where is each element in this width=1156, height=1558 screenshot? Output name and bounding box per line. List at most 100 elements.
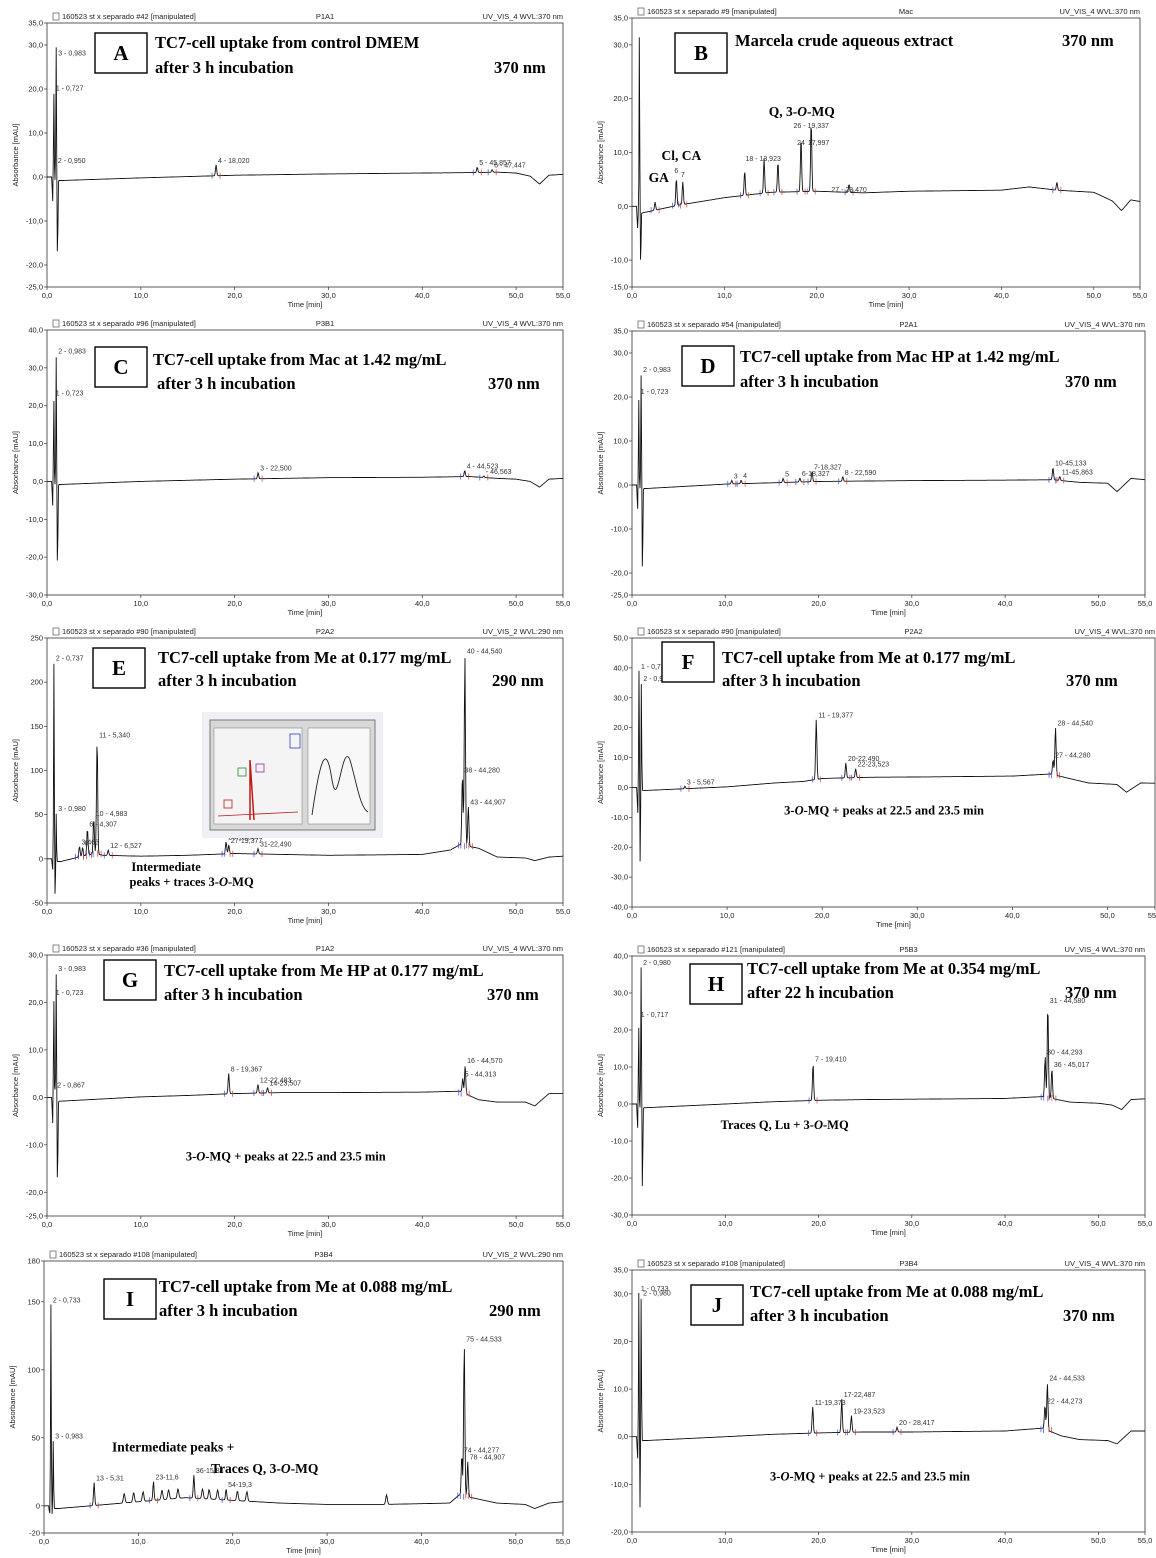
peak-label: 26 - 19,337 [793, 123, 829, 130]
x-tick-label: 0,0 [627, 599, 637, 608]
y-tick-label: 30,0 [613, 40, 628, 49]
y-tick-label: -25,0 [611, 591, 628, 600]
y-tick-label: 40,0 [613, 663, 628, 672]
peak-label: 28 - 44,540 [1058, 720, 1094, 727]
x-axis-label: Time [min] [288, 608, 323, 617]
peak-label: 11-19,373 [815, 1400, 846, 1407]
x-tick-label: 50,0 [509, 1220, 524, 1229]
x-tick-label: 50,0 [509, 907, 524, 916]
chart-panel-g: 160523 st x separado #36 [manipulated] P1… [11, 944, 570, 1238]
peak-label: 1 - 0,733 [641, 664, 669, 671]
peak-label: 20-22,490 [848, 756, 880, 763]
panel-letter: H [708, 972, 724, 996]
x-axis-label: Time [min] [869, 300, 904, 309]
chromatogram-trace [632, 967, 1146, 1187]
y-tick-label: 30,0 [28, 363, 43, 372]
x-tick-label: 20,0 [227, 599, 242, 608]
y-tick-label: 20,0 [613, 393, 628, 402]
y-tick-label: 20,0 [28, 998, 43, 1007]
y-tick-label: 10,0 [28, 1045, 43, 1054]
panel-title-line: after 3 h incubation [157, 374, 296, 393]
peak-label: 27 - 44,280 [1055, 753, 1091, 760]
y-axis-label: Absorbance [mAU] [596, 741, 605, 804]
panel-letter: A [113, 41, 129, 65]
y-axis-label: Absorbance [mAU] [596, 432, 605, 495]
y-axis-label: Absorbance [mAU] [11, 1054, 20, 1117]
x-axis-label: Time [min] [876, 920, 911, 929]
y-tick-label: 50 [32, 1433, 40, 1442]
chart-panel-a: 160523 st x separado #42 [manipulated] P1… [11, 12, 570, 309]
peak-label: 24 - 44,533 [1049, 1376, 1085, 1383]
peak-label: 2 - 0,733 [53, 1298, 81, 1305]
peak-label: 3 - 0,983 [58, 966, 86, 973]
header-channel: UV_VIS_4 WVL:370 nm [483, 12, 563, 21]
header-channel: UV_VIS_4 WVL:370 nm [1065, 320, 1145, 329]
peak-label: 24 [797, 140, 805, 147]
peak-label: 5 - 45,857 [479, 160, 511, 167]
peak-label: 10 - 4,983 [96, 811, 128, 818]
x-axis-label: Time [min] [288, 300, 323, 309]
peak-label: 13 - 5,31 [96, 1475, 124, 1482]
header-icon [52, 944, 60, 953]
header-file: 160523 st x separado #90 [manipulated] [62, 627, 196, 636]
y-tick-label: -40,0 [611, 903, 628, 912]
peak-label: 17-22,487 [844, 1392, 876, 1399]
panel-letter-box [94, 32, 148, 74]
x-tick-label: 20,0 [227, 907, 242, 916]
peak-label: 6 - 47,447 [494, 163, 526, 170]
peak-label: 18 - 13,923 [745, 156, 781, 163]
peak-label: 31-22,490 [260, 842, 292, 849]
y-tick-label: 35,0 [613, 1266, 628, 1275]
peak-label: 7-18,327 [814, 465, 842, 472]
y-tick-label: 100 [27, 1365, 40, 1374]
inset-marker [255, 763, 265, 773]
y-tick-label: 20,0 [28, 401, 43, 410]
peak-label: 43 - 44,907 [470, 800, 506, 807]
y-tick-label: -50 [32, 899, 43, 908]
peak-label: 2 - 0,980 [643, 960, 671, 967]
peak-label: 11-45,863 [1062, 470, 1093, 477]
x-tick-label: 40,0 [998, 599, 1013, 608]
y-tick-label: -10,0 [611, 256, 628, 265]
panel-letter: I [126, 1287, 134, 1311]
panel-title-line: TC7-cell uptake from Me at 0.177 mg/mL [722, 648, 1015, 667]
x-tick-label: 20,0 [811, 599, 826, 608]
panel-title-line: TC7-cell uptake from Me HP at 0.177 mg/m… [164, 961, 484, 980]
x-tick-label: 55,0 [556, 1220, 571, 1229]
y-tick-label: 30,0 [28, 41, 43, 50]
panel-letter-box [681, 345, 735, 387]
panel-letter-box [94, 346, 148, 388]
panel-letter-box [661, 641, 715, 683]
y-axis-label: Absorbance [mAU] [11, 739, 20, 802]
inset-marker [289, 733, 301, 749]
y-tick-label: 20,0 [613, 1337, 628, 1346]
peak-label: 2 - 0,983 [643, 367, 671, 374]
peak-label: 36 - 45,017 [1054, 1062, 1090, 1069]
y-tick-label: 0,0 [33, 173, 43, 182]
panel-letter: D [700, 354, 715, 378]
y-tick-label: 40,0 [28, 326, 43, 335]
y-tick-label: -20 [29, 1529, 40, 1538]
peak-label: 5 [785, 472, 789, 479]
chromatogram-trace [47, 974, 563, 1178]
x-tick-label: 30,0 [905, 1219, 920, 1228]
header-sample: P1A1 [316, 12, 334, 21]
x-tick-label: 40,0 [415, 599, 430, 608]
plot-frame [631, 637, 1156, 908]
header-sample: Mac [899, 7, 913, 16]
x-axis-label: Time [min] [871, 1228, 906, 1237]
header-file: 160523 st x separado #96 [manipulated] [62, 319, 196, 328]
y-tick-label: -30,0 [26, 591, 43, 600]
x-tick-label: 0,0 [627, 911, 637, 920]
panel-title-line: TC7-cell uptake from Me at 0.177 mg/mL [158, 648, 451, 667]
peak-label: 30 - 44,293 [1047, 1049, 1083, 1056]
panel-letter: E [112, 656, 126, 680]
x-tick-label: 50,0 [509, 291, 524, 300]
y-tick-label: 0,0 [618, 1432, 628, 1441]
peak-label: 4 [743, 473, 747, 480]
header-channel: UV_VIS_4 WVL:370 nm [1060, 7, 1140, 16]
header-file: 160523 st x separado #90 [manipulated] [647, 627, 781, 636]
y-tick-label: -10,0 [26, 1140, 43, 1149]
peak-label: 1 - 0,723 [56, 990, 84, 997]
y-tick-label: -25,0 [26, 283, 43, 292]
